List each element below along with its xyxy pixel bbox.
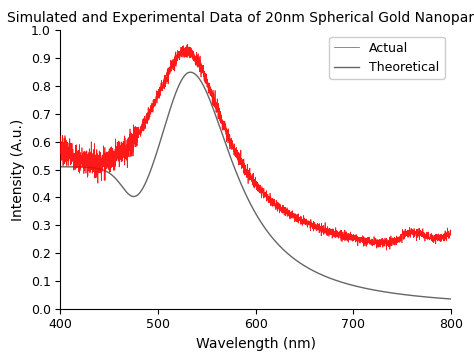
Theoretical xyxy=(243,193,249,197)
Y-axis label: Intensity (A.u.): Intensity (A.u.) xyxy=(11,118,25,221)
Line: Actual: Actual xyxy=(60,44,451,250)
Theoretical xyxy=(436,296,442,300)
Title: Simulated and Experimental Data of 20nm Spherical Gold Nanoparticle: Simulated and Experimental Data of 20nm … xyxy=(8,11,474,25)
Actual xyxy=(436,236,442,240)
Actual xyxy=(448,230,454,234)
Actual xyxy=(384,248,390,252)
Line: Theoretical: Theoretical xyxy=(60,72,451,299)
Actual xyxy=(57,134,63,138)
Actual xyxy=(184,42,190,46)
Theoretical xyxy=(57,165,63,169)
X-axis label: Wavelength (nm): Wavelength (nm) xyxy=(196,337,316,351)
Theoretical xyxy=(187,70,193,74)
Theoretical xyxy=(222,139,228,143)
Theoretical xyxy=(225,147,230,152)
Actual xyxy=(341,233,347,237)
Legend: Actual, Theoretical: Actual, Theoretical xyxy=(329,37,445,79)
Actual xyxy=(222,124,228,128)
Theoretical xyxy=(417,294,422,299)
Theoretical xyxy=(341,281,347,285)
Actual xyxy=(417,226,422,231)
Actual xyxy=(225,134,230,139)
Actual xyxy=(243,167,249,172)
Theoretical xyxy=(448,297,454,301)
